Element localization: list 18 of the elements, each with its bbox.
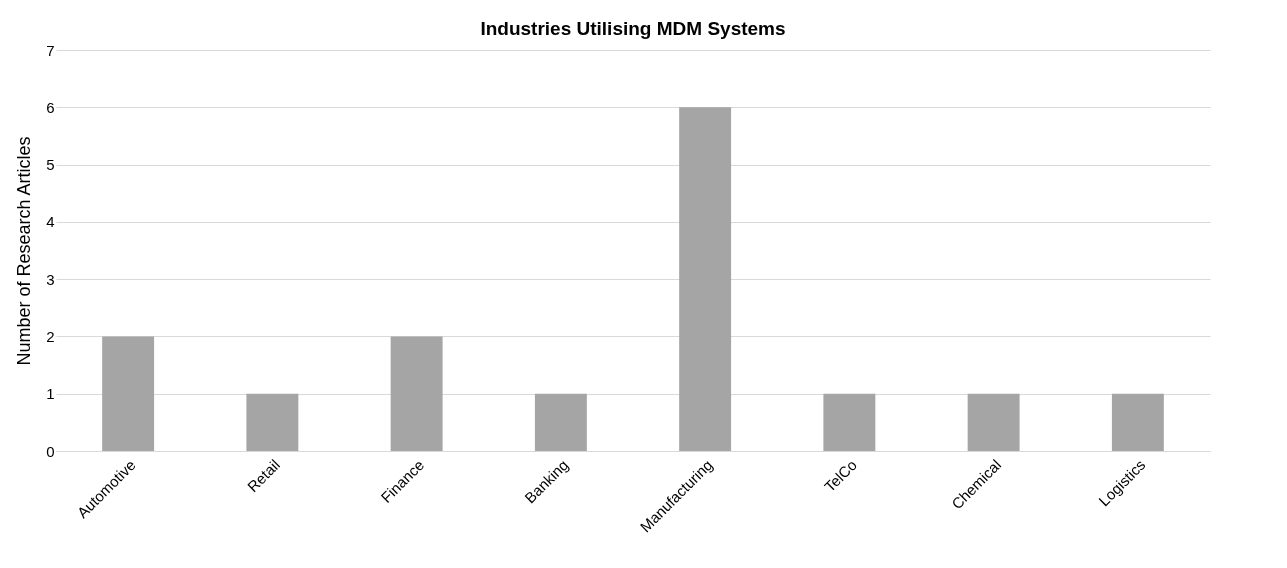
- bar: [1111, 393, 1164, 451]
- bar: [102, 336, 155, 451]
- bar: [823, 393, 876, 451]
- bar: [246, 393, 299, 451]
- bar: [679, 107, 732, 451]
- bar: [390, 336, 443, 451]
- y-tick-label: 0: [46, 442, 55, 460]
- y-tick-label: 7: [46, 41, 55, 59]
- y-tick-label: 2: [46, 327, 55, 345]
- y-tick-label: 6: [46, 98, 55, 116]
- bar: [967, 393, 1020, 451]
- y-axis-title: Number of Research Articles: [14, 136, 35, 366]
- y-tick-label: 4: [46, 213, 55, 231]
- y-tick-label: 3: [46, 270, 55, 288]
- y-tick-label: 5: [46, 156, 55, 174]
- y-tick-label: 1: [46, 385, 55, 403]
- bar: [534, 393, 587, 451]
- chart-title: Industries Utilising MDM Systems: [480, 18, 786, 39]
